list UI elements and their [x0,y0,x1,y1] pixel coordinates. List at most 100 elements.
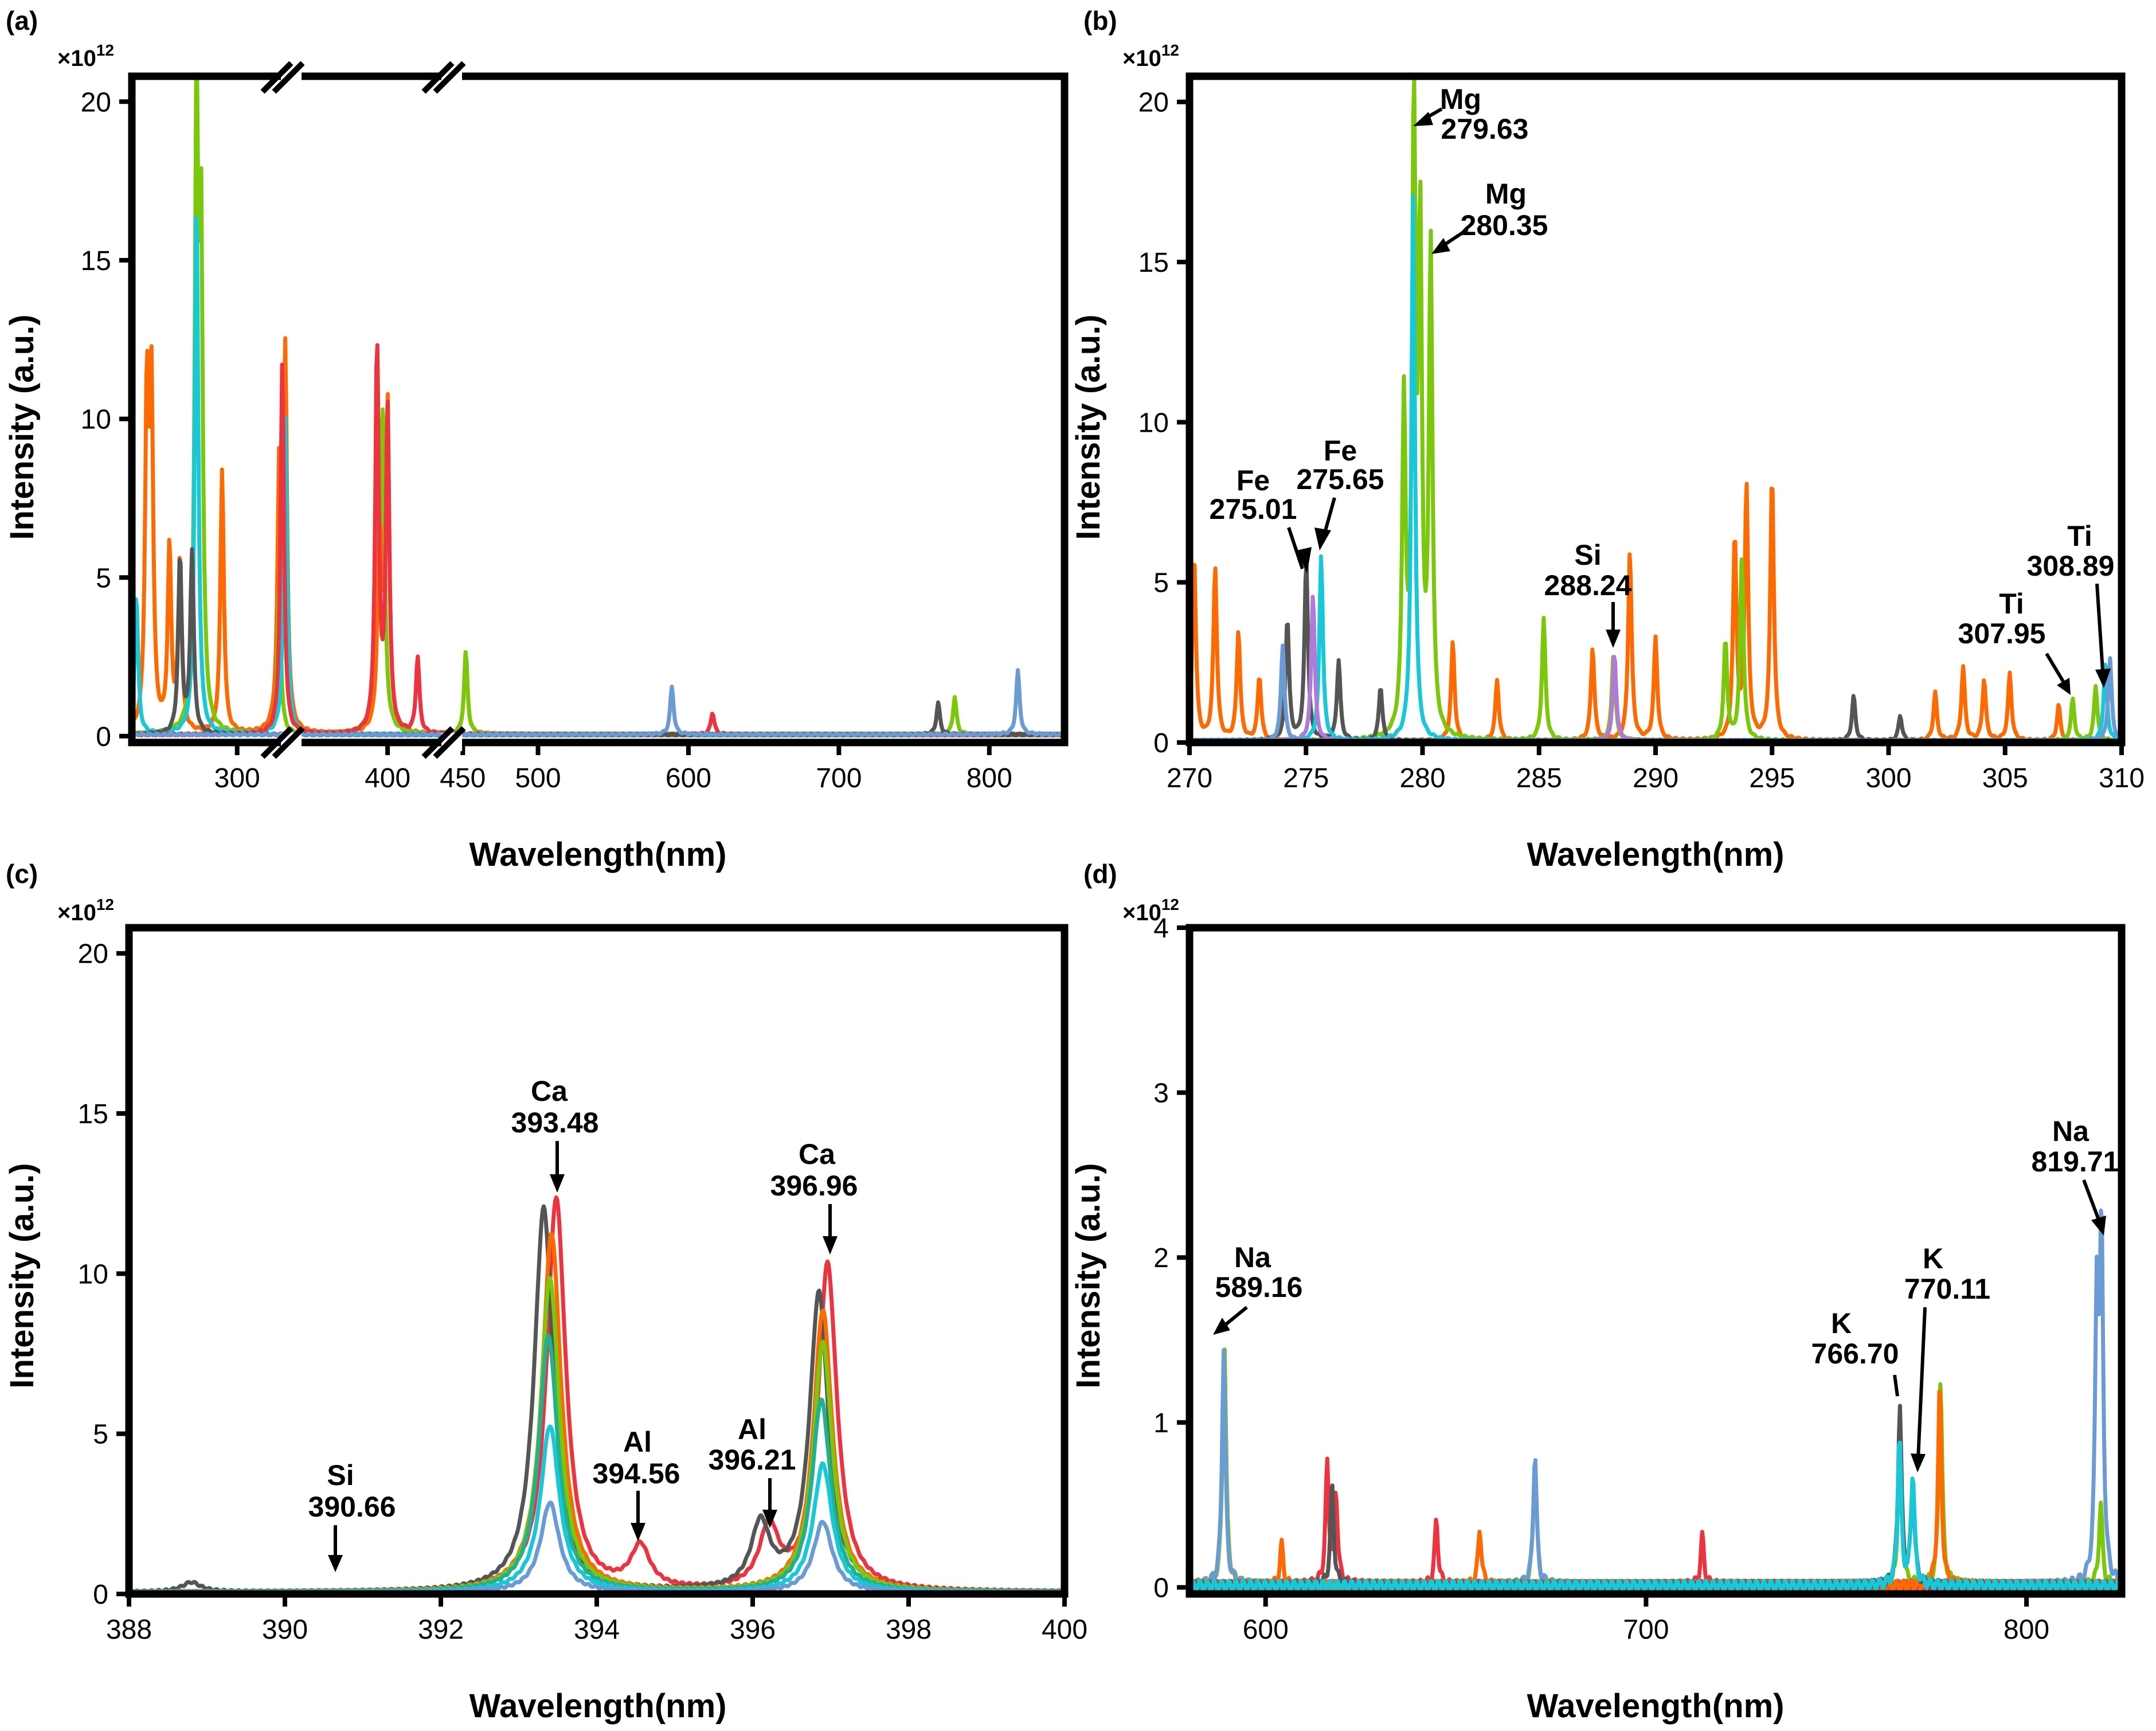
panel-c-frame [125,924,1069,1598]
y-tick-label: 15 [1138,248,1169,278]
x-tick-label: 300 [214,763,260,794]
panel-b-ticks: 0 5 10 15 20 270 275 280 285 290 295 300 305 310 [1138,88,2145,794]
annotation-mg-279-63-value: 279.63 [1441,113,1529,145]
x-tick-label: 500 [515,763,561,794]
panel-d-y-multiplier: ×1012 [1122,896,1179,925]
annotation-mg-279-63-element: Mg [1440,83,1481,115]
annotation-na-589-16-element: Na [1234,1241,1271,1273]
annotation-fe-275-01-arrowhead [1297,547,1312,573]
x-tick-label: 275 [1283,763,1329,794]
annotation-k-770-11-arrowhead [1911,1453,1926,1472]
annotation-al-394-56-value: 394.56 [593,1458,680,1490]
x-tick-label: 392 [418,1615,464,1645]
y-tick-label: 20 [81,87,111,118]
annotation-ca-396-96-value: 396.96 [770,1170,858,1202]
annotation-na-819-71-element: Na [2052,1115,2090,1147]
x-tick-label: 400 [365,763,410,794]
annotation-ti-308-89-arrowhead [2095,669,2111,688]
panel-a: (a) ×1012 Intensity (a.u.) Wavelength(nm… [3,6,1069,873]
break-mark-top-1 [260,61,305,94]
annotation-fe-275-65-arrowhead [1314,527,1331,550]
annotation-ti-308-89-element: Ti [2067,520,2092,552]
panel-d-y-axis-label: Intensity (a.u.) [1070,1163,1107,1388]
annotation-na-589-16-arrowhead [1213,1318,1230,1335]
x-tick-label: 400 [1042,1615,1087,1645]
y-tick-label: 5 [93,1420,108,1450]
annotation-fe-275-65-value: 275.65 [1297,463,1384,495]
x-tick-label: 800 [2004,1615,2049,1645]
panel-a-x-axis-label: Wavelength(nm) [469,836,727,873]
annotation-al-394-56-element: Al [623,1426,652,1458]
annotation-k-770-11-value: 770.11 [1904,1273,1990,1305]
annotation-si-288-24-value: 288.24 [1544,569,1632,601]
annotation-ca-396-96-arrowhead [823,1236,838,1255]
annotation-k-766-70-value: 766.70 [1811,1338,1899,1370]
x-tick-label: 398 [886,1615,932,1645]
annotation-ca-396-96-element: Ca [799,1138,836,1170]
annotation-na-589-16-arrow [1221,1306,1248,1329]
annotation-mg-280-35-arrowhead [1431,238,1450,254]
x-tick-label: 300 [1865,763,1911,794]
annotation-fe-275-01-arrow [1287,527,1304,569]
x-tick-label: 700 [816,763,862,794]
y-tick-label: 0 [1153,728,1169,759]
x-tick-label: 270 [1167,763,1212,794]
x-tick-label: 700 [1623,1615,1669,1645]
break-mark-bottom-1 [260,726,305,759]
annotation-ti-307-95-arrow [2045,652,2065,683]
x-tick-label: 285 [1516,763,1562,794]
annotation-si-390-66-value: 390.66 [308,1491,396,1523]
y-tick-label: 20 [1138,88,1169,118]
break-mark-top-2 [421,61,466,94]
annotation-ca-393-48-element: Ca [531,1075,568,1107]
x-tick-label: 396 [730,1615,776,1645]
annotation-na-589-16-value: 589.16 [1215,1271,1303,1303]
annotation-fe-275-65-element: Fe [1324,435,1357,467]
panel-d-label: (d) [1083,859,1117,889]
y-tick-label: 4 [1153,913,1169,944]
panel-b-annotations: Fe 275.01 Fe 275.65 Mg 279.63 Mg 280.35 … [1210,83,2114,695]
annotation-ca-393-48-value: 393.48 [511,1107,599,1139]
y-tick-label: 15 [81,246,111,276]
panel-d-x-axis-label: Wavelength(nm) [1527,1687,1785,1725]
annotation-fe-275-01-value: 275.01 [1210,493,1297,525]
y-tick-label: 10 [81,405,111,435]
x-tick-label: 388 [106,1615,152,1645]
panel-c-y-axis-label: Intensity (a.u.) [3,1163,41,1388]
panel-a-y-multiplier: ×1012 [57,41,114,71]
annotation-k-770-11-arrow [1916,1307,1927,1460]
annotation-si-288-24-arrowhead [1606,630,1621,648]
x-tick-label: 305 [1982,763,2028,794]
y-tick-label: 10 [78,1259,108,1290]
x-tick-label: 290 [1633,763,1678,794]
x-tick-label: 394 [574,1615,620,1645]
panel-d-frame [1185,924,2126,1598]
panel-b: (b) ×1012 Intensity (a.u.) Wavelength(nm… [1070,6,2145,873]
panel-a-axis-breaks [260,61,466,759]
panel-c: (c) ×1012 Intensity (a.u.) Wavelength(nm… [3,859,1087,1725]
annotation-ti-307-95-element: Ti [1999,588,2024,620]
annotation-si-390-66-element: Si [327,1459,354,1491]
x-tick-label: 310 [2099,763,2145,794]
annotation-na-819-71-arrow [2082,1179,2101,1222]
annotation-si-390-66-arrowhead [328,1555,343,1572]
panel-c-annotations: Si 390.66 Ca 393.48 Al 394.56 Al 396.21 … [308,1075,858,1572]
annotation-al-396-21-arrowhead [762,1510,777,1528]
x-tick-label: 600 [1243,1615,1289,1645]
panel-b-x-axis-label: Wavelength(nm) [1527,836,1785,873]
y-tick-label: 5 [96,563,111,593]
panel-c-y-multiplier: ×1012 [57,896,114,925]
panel-b-y-multiplier: ×1012 [1122,41,1179,71]
annotation-k-770-11-element: K [1923,1242,1943,1275]
y-tick-label: 0 [1153,1573,1169,1603]
panel-a-label: (a) [6,6,38,36]
panel-d-ticks: 0 1 2 3 4 600 700 800 [1153,913,2049,1645]
panel-c-label: (c) [6,859,38,889]
x-tick-label: 295 [1749,763,1795,794]
annotation-fe-275-01-element: Fe [1237,464,1270,497]
panel-a-y-axis-label: Intensity (a.u.) [3,314,41,540]
series-line-cyan [1187,1440,2124,1593]
x-tick-label: 390 [262,1615,308,1645]
